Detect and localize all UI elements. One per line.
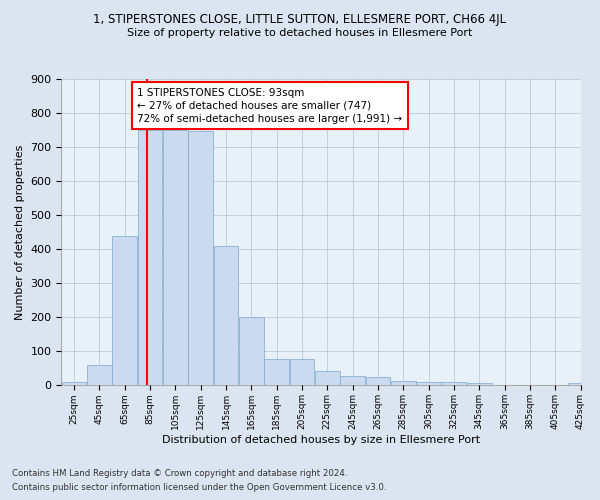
Bar — [87, 365, 112, 386]
Y-axis label: Number of detached properties: Number of detached properties — [15, 144, 25, 320]
Bar — [416, 382, 441, 386]
Bar — [543, 384, 568, 386]
Bar — [264, 359, 289, 386]
Text: Contains public sector information licensed under the Open Government Licence v3: Contains public sector information licen… — [12, 484, 386, 492]
Bar — [492, 384, 517, 386]
Bar — [517, 384, 542, 386]
Bar — [214, 246, 238, 386]
Text: Contains HM Land Registry data © Crown copyright and database right 2024.: Contains HM Land Registry data © Crown c… — [12, 468, 347, 477]
Bar — [442, 382, 466, 386]
Bar — [239, 318, 264, 386]
Bar — [467, 382, 491, 386]
Bar — [62, 382, 86, 386]
Bar — [365, 377, 391, 386]
Bar — [163, 130, 188, 386]
X-axis label: Distribution of detached houses by size in Ellesmere Port: Distribution of detached houses by size … — [162, 435, 480, 445]
Bar — [290, 359, 314, 386]
Bar — [188, 131, 213, 386]
Bar — [568, 382, 593, 386]
Text: 1, STIPERSTONES CLOSE, LITTLE SUTTON, ELLESMERE PORT, CH66 4JL: 1, STIPERSTONES CLOSE, LITTLE SUTTON, EL… — [94, 12, 506, 26]
Bar — [340, 376, 365, 386]
Bar — [112, 236, 137, 386]
Bar — [137, 130, 163, 386]
Bar — [391, 382, 416, 386]
Bar — [315, 371, 340, 386]
Text: Size of property relative to detached houses in Ellesmere Port: Size of property relative to detached ho… — [127, 28, 473, 38]
Text: 1 STIPERSTONES CLOSE: 93sqm
← 27% of detached houses are smaller (747)
72% of se: 1 STIPERSTONES CLOSE: 93sqm ← 27% of det… — [137, 88, 403, 124]
